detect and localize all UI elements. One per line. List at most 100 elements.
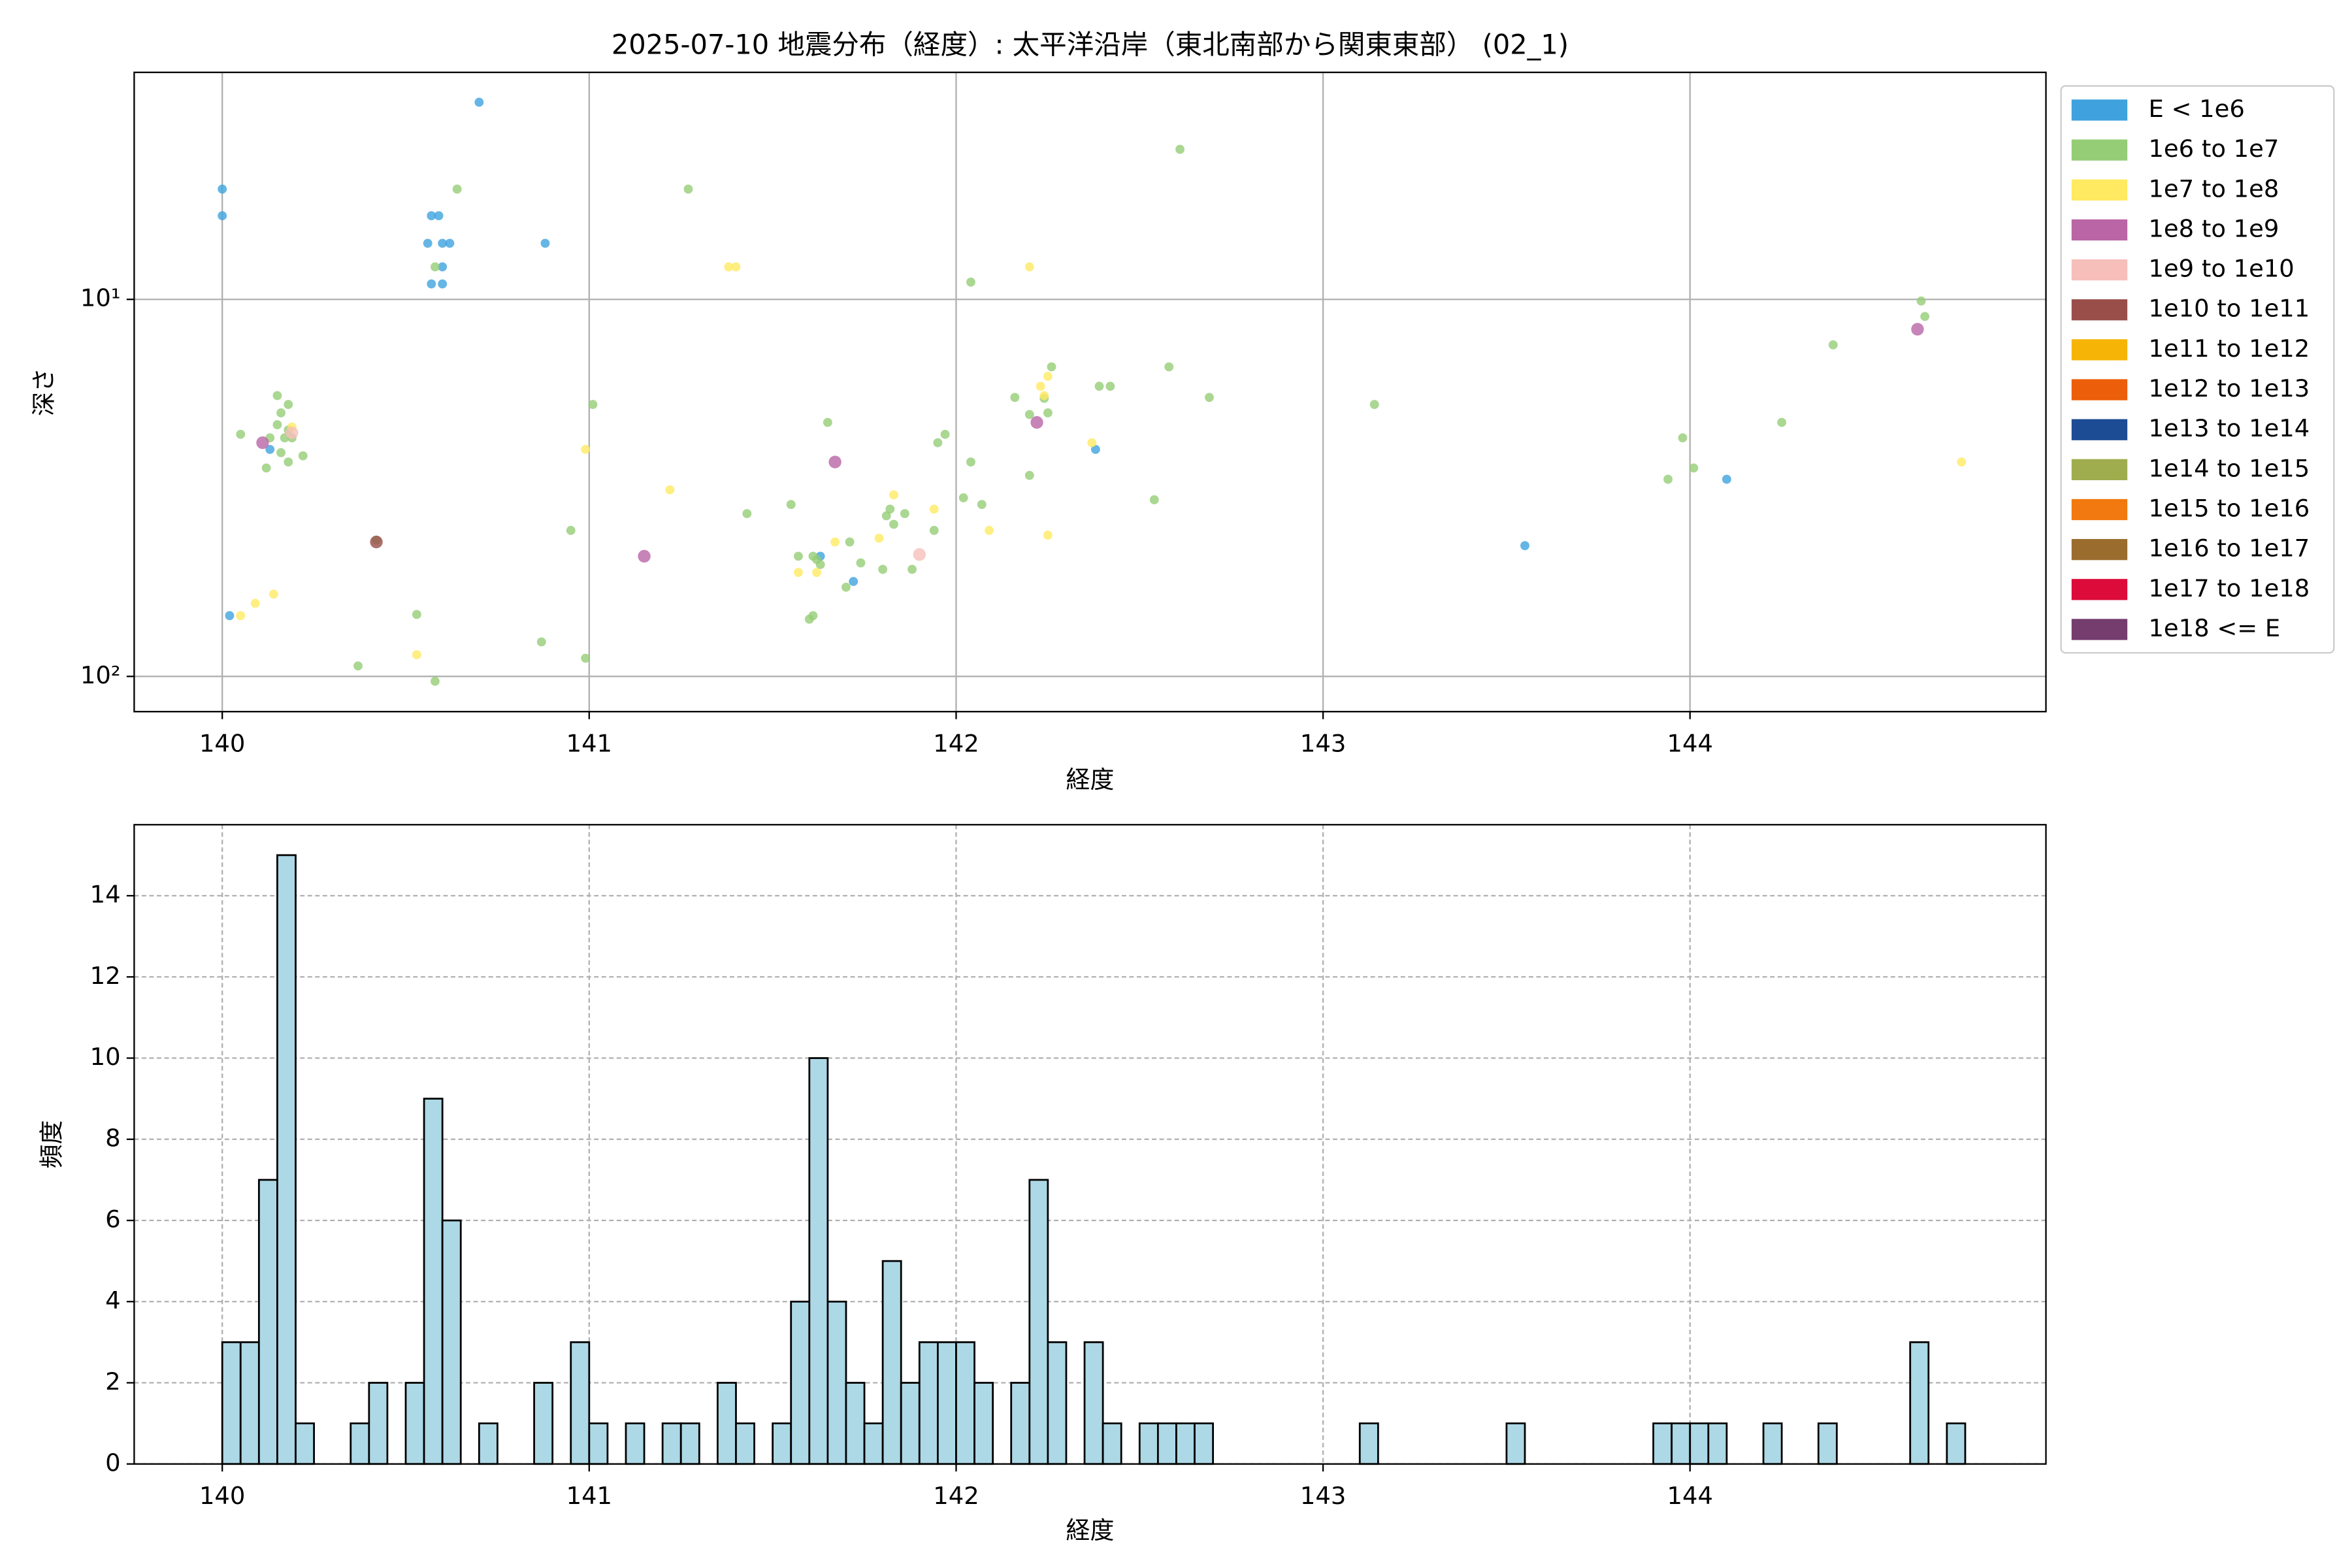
histogram-bar	[588, 1422, 609, 1465]
histogram-bar	[1762, 1422, 1783, 1465]
chart-title: 2025-07-10 地震分布（経度）: 太平洋沿岸（東北南部から関東東部） (…	[612, 29, 1569, 61]
data-point	[804, 614, 814, 624]
y-tick-label: 10²	[80, 661, 121, 689]
legend-label: 1e8 to 1e9	[2148, 214, 2279, 242]
data-point	[370, 535, 383, 549]
histogram-bar	[1156, 1422, 1177, 1465]
x-tick-label: 144	[1667, 730, 1713, 758]
y-tick-label: 10	[90, 1043, 121, 1071]
data-point	[1678, 433, 1688, 443]
data-point	[929, 525, 939, 535]
data-point	[298, 451, 308, 461]
histogram-bar	[1817, 1422, 1838, 1465]
data-point	[1024, 410, 1034, 419]
legend-swatch	[2071, 459, 2128, 480]
histogram-bar	[679, 1422, 700, 1465]
legend-label: 1e10 to 1e11	[2148, 295, 2310, 323]
y-tick-label: 6	[105, 1205, 120, 1233]
data-point	[1043, 408, 1053, 417]
legend-label: 1e9 to 1e10	[2148, 255, 2294, 283]
data-point	[900, 509, 909, 519]
histogram-bar	[257, 1179, 278, 1465]
data-point	[412, 610, 421, 619]
data-point	[452, 184, 462, 194]
histogram-bar	[717, 1382, 737, 1465]
data-point	[724, 262, 734, 272]
legend-label: 1e16 to 1e17	[2148, 534, 2310, 563]
data-point	[907, 564, 917, 574]
data-point	[786, 500, 796, 510]
histogram-bar	[826, 1300, 847, 1465]
data-point	[1689, 463, 1699, 473]
data-point	[742, 509, 752, 519]
data-point	[1205, 393, 1214, 402]
data-point	[1036, 382, 1045, 391]
data-point	[985, 525, 994, 535]
histogram-bar	[955, 1341, 975, 1465]
x-tick-label: 141	[566, 1482, 612, 1510]
data-point	[434, 211, 444, 221]
data-point	[874, 533, 884, 543]
histogram-bar	[1505, 1422, 1526, 1465]
x-tick-label: 140	[199, 1482, 245, 1510]
data-point	[1030, 416, 1043, 429]
histogram-bar	[900, 1382, 921, 1465]
histogram-bar	[295, 1422, 315, 1465]
histogram-bar	[881, 1260, 902, 1465]
data-point	[1039, 391, 1049, 400]
histogram-bar	[1946, 1422, 1967, 1465]
data-point	[1090, 444, 1100, 454]
data-point	[1024, 262, 1034, 272]
data-point	[1010, 393, 1020, 402]
data-point	[218, 184, 227, 194]
x-axis-label: 経度	[1066, 1516, 1115, 1544]
data-point	[977, 500, 987, 510]
histogram-bar	[533, 1382, 554, 1465]
data-point	[581, 653, 591, 663]
y-tick-label: 12	[90, 962, 121, 990]
y-tick-label: 4	[105, 1286, 120, 1315]
data-point	[889, 490, 898, 500]
data-point	[845, 537, 855, 547]
legend-swatch	[2071, 379, 2128, 400]
histogram-bar	[973, 1382, 994, 1465]
histogram-bar	[570, 1341, 591, 1465]
data-point	[881, 511, 891, 521]
data-point	[1043, 531, 1053, 540]
legend-box	[2060, 85, 2335, 654]
data-point	[236, 611, 246, 621]
data-point	[812, 568, 821, 578]
data-point	[940, 429, 950, 439]
data-point	[269, 589, 278, 599]
legend-label: 1e13 to 1e14	[2148, 414, 2310, 442]
data-point	[225, 611, 235, 621]
data-point	[412, 650, 421, 660]
data-point	[1916, 296, 1926, 306]
data-point	[1087, 438, 1097, 448]
histogram-bar	[404, 1382, 425, 1465]
data-point	[276, 408, 286, 417]
data-point	[966, 277, 975, 287]
histogram-bar	[423, 1098, 444, 1465]
data-point	[1777, 417, 1787, 427]
data-point	[438, 262, 448, 272]
legend-swatch	[2071, 498, 2128, 521]
data-point	[236, 429, 246, 439]
data-point	[445, 238, 455, 248]
x-axis-label: 経度	[1066, 766, 1115, 794]
histogram-bar	[368, 1382, 389, 1465]
data-point	[1663, 474, 1673, 484]
histogram-bar	[1010, 1382, 1031, 1465]
legend-swatch	[2071, 299, 2128, 321]
data-point	[1911, 323, 1924, 336]
histogram-bar	[1138, 1422, 1159, 1465]
histogram-bar	[1047, 1341, 1068, 1465]
histogram-bar	[735, 1422, 755, 1465]
data-point	[218, 211, 227, 221]
histogram-bar	[239, 1341, 260, 1465]
data-point	[794, 551, 803, 561]
data-point	[536, 637, 546, 647]
x-tick-label: 143	[1300, 730, 1346, 758]
data-point	[1722, 474, 1731, 484]
